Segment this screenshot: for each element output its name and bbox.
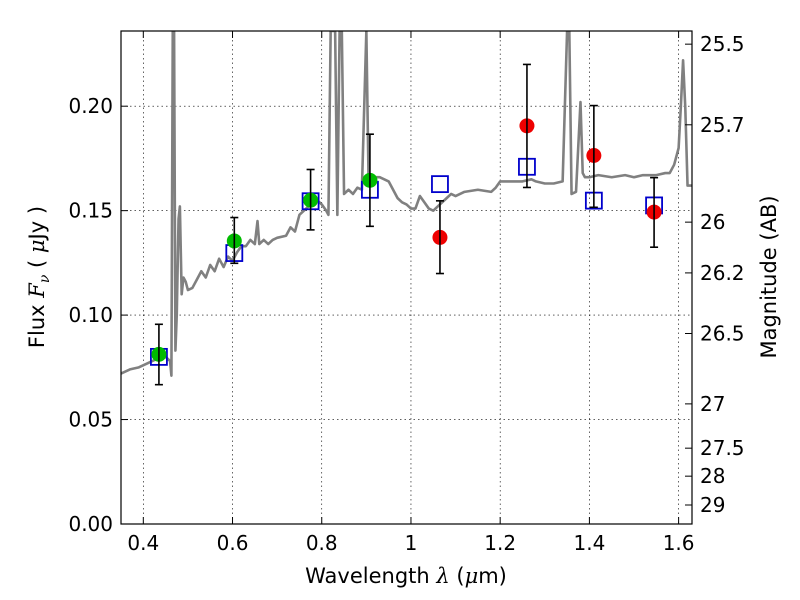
plot-area [121,31,692,386]
y2-axis-title: Magnitude (AB) [757,195,781,358]
y-tick-label: 0.10 [68,303,113,327]
x-tick-label: 1.2 [484,531,516,555]
error-bar [435,200,444,275]
y2-tick-label: 28 [700,464,725,488]
y-tick-label: 0.00 [68,512,113,536]
error-bar [230,216,239,265]
error-bar [650,176,659,249]
y2-tick-label: 26.5 [700,321,745,345]
error-bar [522,63,531,189]
spectrum-line [121,31,692,377]
y2-tick-label: 26.2 [700,261,745,285]
x-axis-title: Wavelength λ (μm) [305,564,507,588]
error-bar [589,104,598,209]
x-tick-label: 1.4 [573,531,605,555]
grid [121,31,692,525]
x-tick-label: 0.8 [306,531,338,555]
y2-tick-label: 29 [700,493,725,517]
x-tick-label: 0.4 [127,531,159,555]
x-tick-label: 1 [405,531,418,555]
y-tick-label: 0.20 [68,94,113,118]
ticks: 0.4 0.6 0.8 1 1.2 1.4 1.6 0.00 0.05 0.10 0.15 0.20 2… [68,31,745,555]
x-tick-label: 0.6 [217,531,249,555]
y2-tick-label: 27 [700,392,725,416]
model-square-marker [431,175,449,194]
y-axis-title: Flux Fν ( μJy ) [25,206,53,348]
y2-tick-label: 26 [700,210,725,234]
y2-tick-label: 27.5 [700,436,745,460]
y-tick-label: 0.15 [68,199,113,223]
y2-tick-label: 25.5 [700,32,745,56]
y2-tick-label: 25.7 [700,113,745,137]
x-tick-label: 1.6 [663,531,695,555]
error-bar [306,168,315,231]
error-bar [365,133,374,228]
error-bar [154,323,163,386]
y-tick-label: 0.05 [68,408,113,432]
axes-frame [120,30,693,525]
